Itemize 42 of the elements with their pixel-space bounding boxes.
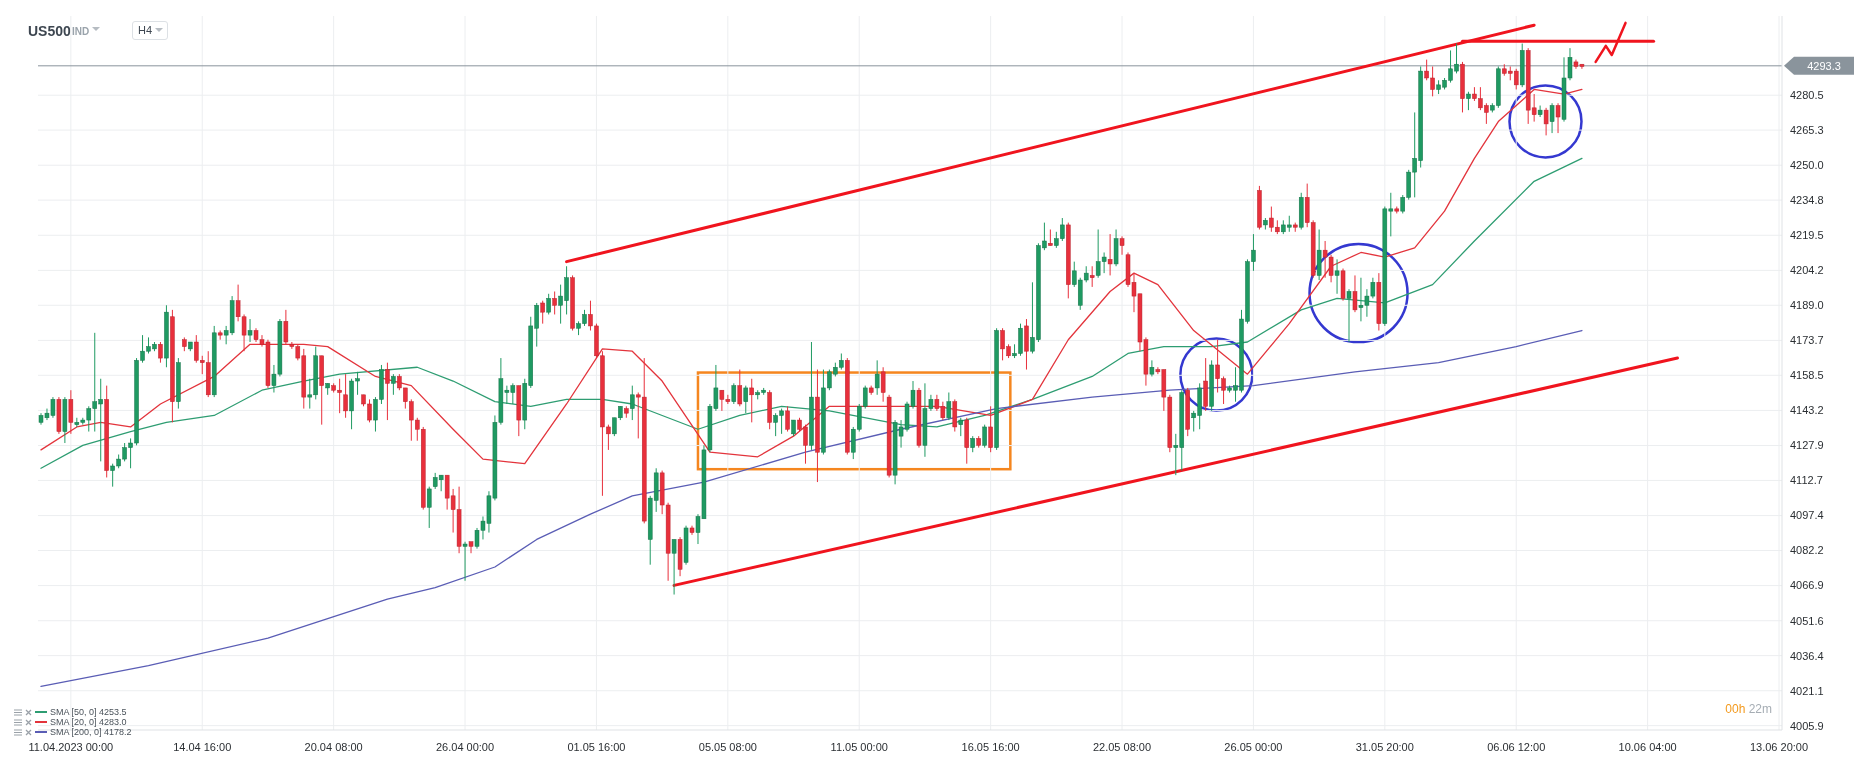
ref-line-label: 4293.3 <box>1807 59 1841 72</box>
x-tick-label: 10.06 04:00 <box>1618 741 1677 753</box>
y-tick-label: 4036.4 <box>1790 649 1824 662</box>
y-tick-label: 4143.2 <box>1790 404 1824 417</box>
annotation: H4 <box>138 24 153 36</box>
x-tick-label: 13.06 20:00 <box>1749 741 1809 753</box>
x-tick-label: 01.05 16:00 <box>567 741 626 753</box>
y-tick-label: 4280.5 <box>1790 89 1824 102</box>
x-tick-label: 14.04 16:00 <box>173 741 232 753</box>
x-tick-label: 31.05 20:00 <box>1355 741 1414 753</box>
y-tick-label: 4265.3 <box>1790 124 1824 137</box>
y-tick-label: 4051.6 <box>1790 614 1824 627</box>
legend-label: SMA [200, 0] 4178.2 <box>50 727 132 737</box>
x-tick-label: 22.05 08:00 <box>1092 741 1152 753</box>
y-tick-label: 4219.5 <box>1790 229 1824 242</box>
legend-label: SMA [50, 0] 4253.5 <box>50 707 127 717</box>
y-tick-label: 4066.9 <box>1790 579 1824 592</box>
x-tick-label: 06.06 12:00 <box>1487 741 1546 753</box>
y-tick-label: 4204.2 <box>1790 264 1824 277</box>
y-tick-label: 4250.0 <box>1790 159 1824 172</box>
y-tick-label: 4112.7 <box>1790 474 1823 487</box>
x-tick-label: 20.04 08:00 <box>304 741 363 753</box>
text: IND <box>72 26 90 37</box>
y-tick-label: 4021.1 <box>1790 684 1824 697</box>
x-tick-label: 11.04.2023 00:00 <box>28 741 114 753</box>
x-tick-label: 11.05 00:00 <box>830 741 888 753</box>
annotation: 00h 22m <box>1725 702 1772 716</box>
y-tick-label: 4127.9 <box>1790 439 1824 452</box>
y-tick-label: 4234.8 <box>1790 194 1824 207</box>
dropdown-field: H4 <box>132 21 168 40</box>
y-tick-label: 4005.9 <box>1790 719 1824 732</box>
x-tick-label: 05.05 08:00 <box>698 741 757 753</box>
x-tick-label: 26.04 00:00 <box>435 741 495 753</box>
y-tick-label: 4173.7 <box>1790 334 1824 347</box>
x-tick-label: 26.05 00:00 <box>1224 741 1283 753</box>
text: US500 <box>28 23 71 39</box>
legend-label: SMA [20, 0] 4283.0 <box>50 717 127 727</box>
y-tick-label: 4082.2 <box>1790 544 1824 557</box>
y-tick-label: 4189.0 <box>1790 299 1824 312</box>
x-tick-label: 16.05 16:00 <box>961 741 1020 753</box>
y-tick-label: 4158.5 <box>1790 369 1824 382</box>
y-tick-label: 4097.4 <box>1790 509 1824 522</box>
